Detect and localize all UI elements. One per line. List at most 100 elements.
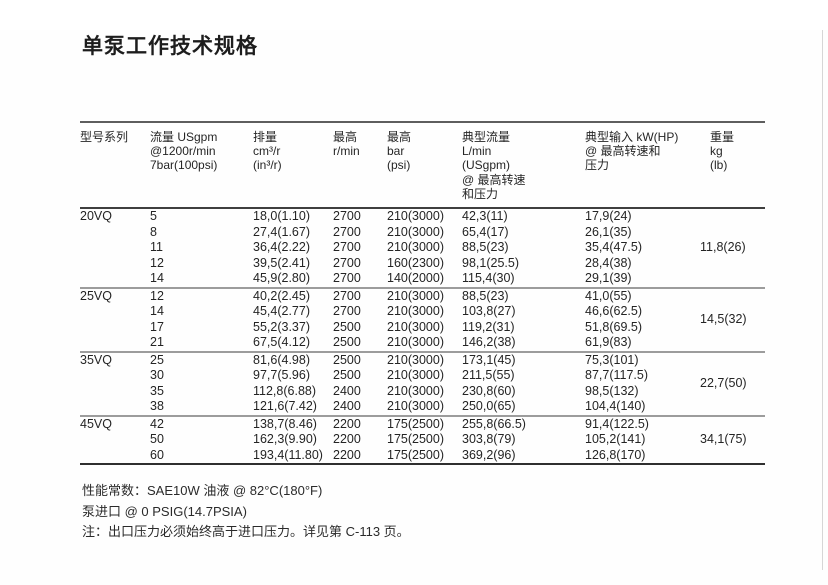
flow-value: 50	[150, 432, 164, 447]
typical-flow-value: 65,4(17)	[462, 224, 509, 239]
weight-value: 34,1(75)	[700, 414, 765, 465]
footnotes: 性能常数：SAE10W 油液 @ 82°C(180°F) 泵进口 @ 0 PSI…	[82, 481, 828, 543]
typical-flow-value: 103,8(27)	[462, 304, 516, 319]
displacement-value: 36,4(2.22)	[253, 240, 310, 255]
displacement-value: 162,3(9.90)	[253, 432, 317, 447]
max-rpm-value: 2700	[333, 255, 361, 270]
typical-input-value: 17,9(24)	[585, 209, 632, 224]
typical-flow-value: 146,2(38)	[462, 335, 516, 350]
max-rpm-value: 2500	[333, 335, 361, 350]
max-bar-value: 160(2300)	[387, 255, 444, 270]
max-bar-value: 210(3000)	[387, 350, 462, 369]
typical-flow-value: 119,2(31)	[462, 319, 515, 334]
flow-value: 8	[150, 224, 157, 239]
flow-value: 17	[150, 319, 164, 334]
typical-input-value: 75,3(101)	[585, 350, 700, 369]
pump-spec-table: 型号系列 流量 USgpm @1200r/min 7bar(100psi) 排量 cm³/…	[80, 121, 765, 466]
displacement-value: 67,5(4.12)	[253, 335, 310, 350]
typical-input-value: 41,0(55)	[585, 286, 700, 305]
displacement-value: 39,5(2.41)	[253, 255, 310, 270]
max-rpm-value: 2700	[333, 271, 361, 286]
table-row: 30 97,7(5.96) 2500 210(3000) 211,5(55) 87,7(1…	[80, 368, 765, 384]
typical-input-value: 29,1(39)	[585, 271, 632, 286]
typical-flow-value: 42,3(11)	[462, 209, 508, 224]
flow-value: 12	[150, 286, 253, 305]
flow-value: 38	[150, 399, 164, 414]
col-header-displacement: 排量 cm³/r (in³/r)	[253, 122, 333, 210]
displacement-value: 45,9(2.80)	[253, 271, 310, 286]
flow-value: 35	[150, 383, 164, 398]
displacement-value: 18,0(1.10)	[253, 209, 310, 224]
max-rpm-value: 2700	[333, 209, 361, 224]
max-rpm-value: 2200	[333, 414, 387, 433]
table-row: 35VQ 25 81,6(4.98) 2500 210(3000) 173,1(45) 75…	[80, 350, 765, 416]
table-row: 12 39,5(2.41) 2700 160(2300) 98,1(25.5) 28,4(…	[80, 256, 765, 272]
max-rpm-value: 2700	[333, 240, 361, 255]
table-row: 14 45,9(2.80) 2700 140(2000) 115,4(30) 29,1(3…	[80, 271, 765, 288]
table-row: 17 55,2(3.37) 2500 210(3000) 119,2(31) 51,8(6…	[80, 320, 765, 336]
series-label: 45VQ	[80, 414, 150, 465]
max-rpm-value: 2200	[333, 432, 361, 447]
col-header-typical-flow: 典型流量 L/min (USgpm) @ 最高转速 和压力	[462, 122, 585, 210]
table-row: 50 162,3(9.90) 2200 175(2500) 303,8(79) 105,2…	[80, 432, 765, 448]
max-rpm-value: 2400	[333, 383, 361, 398]
typical-input-value: 28,4(38)	[585, 255, 632, 270]
weight-value: 14,5(32)	[700, 286, 765, 352]
table-row: 60 193,4(11.80) 2200 175(2500) 369,2(96) 126,…	[80, 448, 765, 465]
max-bar-value: 210(3000)	[387, 240, 444, 255]
typical-flow-value: 88,5(23)	[462, 240, 509, 255]
displacement-value: 27,4(1.67)	[253, 224, 310, 239]
flow-value: 25	[150, 350, 253, 369]
flow-value: 14	[150, 304, 164, 319]
table-row: 38 121,6(7.42) 2400 210(3000) 250,0(65) 104,4…	[80, 399, 765, 416]
typical-flow-value: 88,5(23)	[462, 286, 585, 305]
table-row: 8 27,4(1.67) 2700 210(3000) 65,4(17) 26,1(35)	[80, 225, 765, 241]
typical-flow-value: 303,8(79)	[462, 432, 516, 447]
flow-value: 5	[150, 209, 157, 224]
max-rpm-value: 2200	[333, 447, 361, 462]
typical-input-value: 87,7(117.5)	[585, 368, 649, 383]
max-bar-value: 175(2500)	[387, 432, 444, 447]
typical-input-value: 61,9(83)	[585, 335, 632, 350]
table-row: 11 36,4(2.22) 2700 210(3000) 88,5(23) 35,4(47…	[80, 240, 765, 256]
flow-value: 12	[150, 255, 164, 270]
page: 单泵工作技术规格 型号系列 流量 USgpm @1200r/min 7bar(100p…	[0, 30, 828, 585]
flow-value: 14	[150, 271, 164, 286]
max-rpm-value: 2500	[333, 368, 361, 383]
typical-input-value: 51,8(69.5)	[585, 319, 642, 334]
note-performance-constants: 性能常数：SAE10W 油液 @ 82°C(180°F)	[82, 483, 323, 499]
flow-value: 60	[150, 447, 164, 462]
series-label: 20VQ	[80, 209, 112, 224]
flow-value: 11	[150, 240, 163, 255]
flow-value: 30	[150, 368, 164, 383]
flow-value: 42	[150, 414, 253, 433]
displacement-value: 138,7(8.46)	[253, 414, 333, 433]
displacement-value: 193,4(11.80)	[253, 447, 323, 462]
max-bar-value: 140(2000)	[387, 271, 444, 286]
displacement-value: 55,2(3.37)	[253, 319, 310, 334]
typical-flow-value: 98,1(25.5)	[462, 255, 519, 270]
table-row: 45VQ 42 138,7(8.46) 2200 175(2500) 255,8(66.5…	[80, 414, 765, 465]
max-bar-value: 210(3000)	[387, 224, 444, 239]
typical-flow-value: 115,4(30)	[462, 271, 515, 286]
typical-input-value: 126,8(170)	[585, 447, 646, 462]
max-rpm-value: 2500	[333, 319, 361, 334]
typical-input-value: 35,4(47.5)	[585, 240, 642, 255]
max-bar-value: 210(3000)	[387, 319, 444, 334]
typical-flow-value: 369,2(96)	[462, 447, 516, 462]
displacement-value: 45,4(2.77)	[253, 304, 310, 319]
typical-input-value: 104,4(140)	[585, 399, 646, 414]
typical-flow-value: 255,8(66.5)	[462, 414, 585, 433]
page-edge-line	[822, 30, 823, 570]
max-bar-value: 175(2500)	[387, 414, 462, 433]
max-rpm-value: 2700	[333, 224, 361, 239]
col-header-typical-input: 典型输入 kW(HP) @ 最高转速和 压力	[585, 122, 700, 210]
max-bar-value: 210(3000)	[387, 304, 444, 319]
max-bar-value: 210(3000)	[387, 383, 444, 398]
displacement-value: 121,6(7.42)	[253, 399, 317, 414]
col-header-max-bar: 最高 bar (psi)	[387, 122, 462, 210]
table-row: 21 67,5(4.12) 2500 210(3000) 146,2(38) 61,9(8…	[80, 335, 765, 352]
col-header-weight: 重量 kg (lb)	[700, 122, 765, 210]
max-bar-value: 210(3000)	[387, 286, 462, 305]
weight-value: 11,8(26)	[700, 240, 746, 255]
